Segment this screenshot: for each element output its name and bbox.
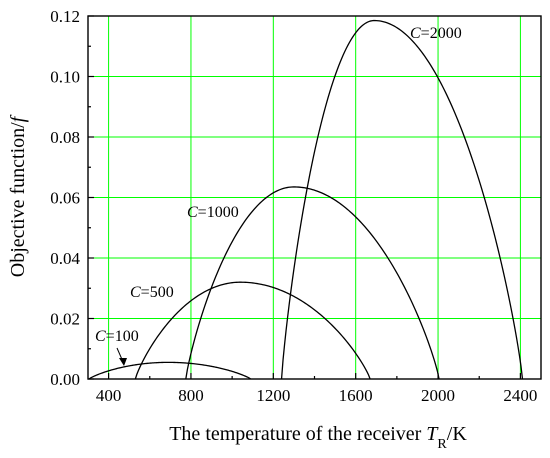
series-line-c-100 xyxy=(88,361,252,380)
y-tick-label: 0.00 xyxy=(50,370,80,389)
c100-pointer-arrowhead xyxy=(119,358,127,366)
tick-labels: 400 800 1200 1600 2000 2400 0.00 0.02 0.04 0.06 0.… xyxy=(50,7,537,405)
y-tick-label: 0.02 xyxy=(50,310,80,329)
y-tick-label: 0.08 xyxy=(50,128,80,147)
x-tick-label: 2000 xyxy=(421,386,455,405)
series-label-c100: C=100 xyxy=(95,328,139,345)
x-tick-label: 800 xyxy=(178,386,204,405)
series-line-c-500 xyxy=(134,281,371,380)
curves xyxy=(88,19,524,380)
x-tick-label: 400 xyxy=(96,386,122,405)
y-tick-label: 0.04 xyxy=(50,249,80,268)
series-label-c500: C=500 xyxy=(130,284,174,301)
series-label-c2000: C=2000 xyxy=(410,25,462,42)
grid xyxy=(88,16,541,379)
y-tick-label: 0.06 xyxy=(50,189,80,208)
y-tick-label: 0.10 xyxy=(50,68,80,87)
x-tick-label: 1200 xyxy=(256,386,290,405)
series-label-c1000: C=1000 xyxy=(187,204,239,221)
ticks xyxy=(88,15,522,380)
y-tick-label: 0.12 xyxy=(50,7,80,26)
x-tick-label: 1600 xyxy=(339,386,373,405)
series-line-c-2000 xyxy=(280,19,524,380)
x-axis-title: The temperature of the receiver TR/K xyxy=(169,423,467,452)
series-line-c-1000 xyxy=(185,186,440,380)
x-tick-label: 2400 xyxy=(503,386,537,405)
y-axis-title: Objective function/f xyxy=(7,114,29,277)
